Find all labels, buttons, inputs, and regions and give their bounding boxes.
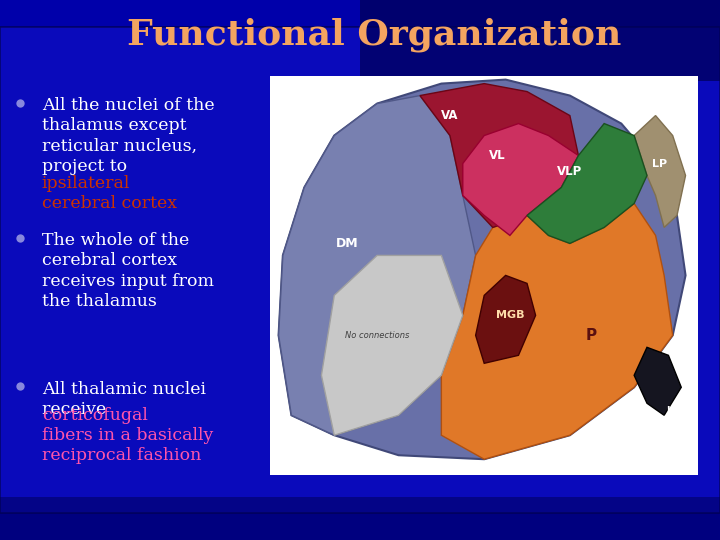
FancyBboxPatch shape [0, 27, 720, 513]
Polygon shape [634, 116, 685, 227]
Text: LP: LP [652, 159, 667, 168]
Text: No connections: No connections [345, 331, 409, 340]
Bar [0, 497, 720, 540]
Text: All the nuclei of the
thalamus except
reticular nucleus,
project to: All the nuclei of the thalamus except re… [42, 97, 215, 175]
Bar [270, 76, 698, 475]
Text: DM: DM [336, 237, 359, 250]
Text: All thalamic nuclei
receive: All thalamic nuclei receive [42, 381, 206, 418]
Text: ipsilateral
cerebral cortex: ipsilateral cerebral cortex [42, 175, 177, 212]
Text: VLP: VLP [557, 165, 582, 178]
Text: corticofugal
fibers in a basically
reciprocal fashion: corticofugal fibers in a basically recip… [42, 407, 213, 464]
Bar [360, 0, 720, 81]
Text: P: P [586, 328, 597, 343]
Text: VA: VA [441, 109, 459, 122]
Polygon shape [463, 124, 578, 235]
Text: VL: VL [489, 149, 505, 162]
Polygon shape [527, 124, 647, 244]
Text: The whole of the
cerebral cortex
receives input from
the thalamus: The whole of the cerebral cortex receive… [42, 232, 214, 310]
Polygon shape [279, 96, 476, 435]
Polygon shape [279, 79, 685, 459]
Text: MGB: MGB [495, 310, 524, 320]
Polygon shape [476, 275, 536, 363]
Polygon shape [420, 84, 578, 227]
Polygon shape [441, 204, 672, 459]
Polygon shape [321, 255, 463, 435]
Text: Functional Organization: Functional Organization [127, 18, 621, 52]
Text: LGB: LGB [666, 406, 688, 416]
Polygon shape [634, 347, 681, 415]
